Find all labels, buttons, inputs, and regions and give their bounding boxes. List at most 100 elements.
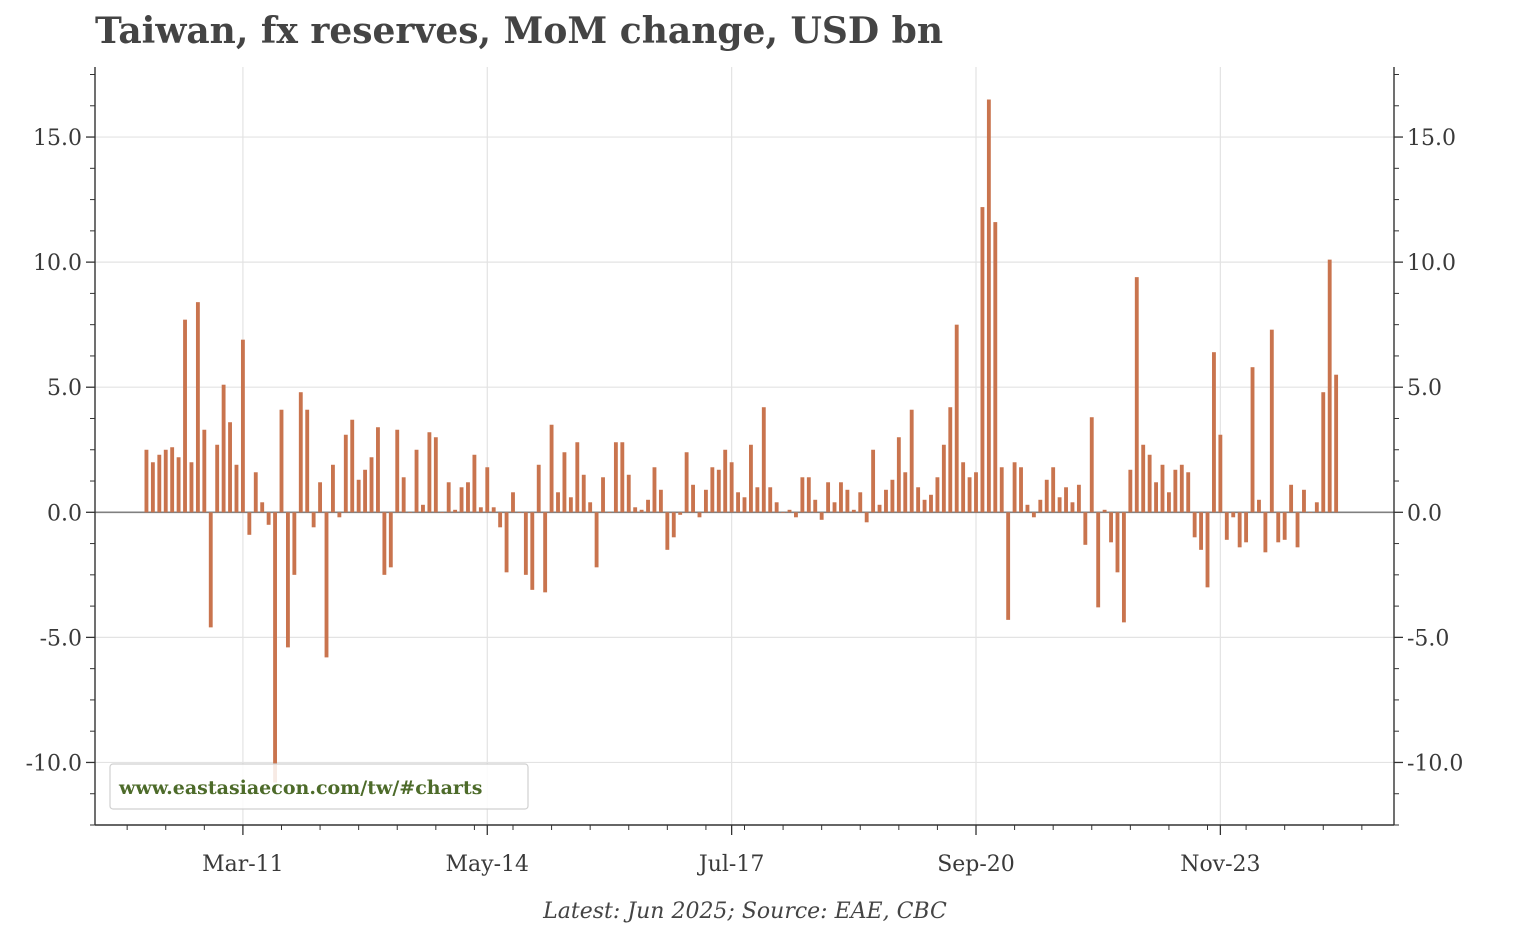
bar xyxy=(729,462,734,513)
bar xyxy=(491,507,496,513)
bar xyxy=(620,442,625,513)
bar xyxy=(453,509,458,513)
bar xyxy=(1025,504,1030,513)
bar xyxy=(896,437,901,513)
bar xyxy=(556,492,560,513)
bar xyxy=(1199,512,1204,550)
bar xyxy=(1314,502,1319,513)
bar xyxy=(813,499,818,513)
bar xyxy=(260,502,265,513)
bar xyxy=(1257,499,1261,513)
bar xyxy=(1070,502,1075,513)
bar xyxy=(485,467,490,513)
bar xyxy=(749,444,753,513)
bar xyxy=(311,512,316,528)
bar xyxy=(819,512,824,520)
bar xyxy=(228,422,232,513)
bar xyxy=(195,302,200,513)
bar xyxy=(202,429,207,513)
bar xyxy=(1244,512,1249,543)
bar xyxy=(343,434,348,513)
bar xyxy=(568,497,573,513)
bar xyxy=(877,504,882,513)
bar xyxy=(511,492,515,513)
bar xyxy=(954,324,959,513)
bar xyxy=(1224,512,1229,540)
bar xyxy=(909,409,914,513)
y-tick-label-right: 10.0 xyxy=(1407,251,1456,276)
y-tick-label-left: 10.0 xyxy=(33,251,82,276)
bar xyxy=(1076,484,1081,513)
y-tick-label-left: 0.0 xyxy=(47,501,82,526)
bar xyxy=(517,512,522,513)
bar xyxy=(1006,512,1011,620)
bar xyxy=(1334,374,1339,513)
bar xyxy=(723,449,728,513)
bar xyxy=(324,512,329,658)
bar xyxy=(980,207,985,513)
bar xyxy=(658,489,663,513)
bar xyxy=(974,472,978,513)
bar xyxy=(388,512,393,568)
bar xyxy=(710,467,715,513)
bar xyxy=(774,502,779,513)
y-tick-label-right: 5.0 xyxy=(1407,376,1442,401)
bar xyxy=(234,464,239,513)
bar xyxy=(1031,512,1036,518)
y-tick-label-right: -10.0 xyxy=(1407,751,1463,776)
y-tick-label-right: 15.0 xyxy=(1407,126,1456,151)
bar xyxy=(761,407,766,513)
bar xyxy=(189,462,194,513)
bar xyxy=(318,482,323,513)
bar xyxy=(851,509,856,513)
bar xyxy=(273,512,277,783)
bar xyxy=(1282,512,1287,540)
bar xyxy=(800,477,805,513)
bar xyxy=(1212,352,1216,513)
bar xyxy=(266,512,271,525)
bar xyxy=(150,462,155,513)
bar xyxy=(684,452,689,513)
bar xyxy=(742,497,747,513)
bar xyxy=(1327,259,1332,513)
bar xyxy=(1295,512,1300,548)
bar xyxy=(1057,497,1062,513)
bar xyxy=(543,512,548,593)
bar xyxy=(948,407,953,513)
bar xyxy=(794,512,798,518)
bar xyxy=(1321,392,1326,513)
bar xyxy=(916,487,921,513)
bar xyxy=(697,512,702,518)
bar xyxy=(157,454,162,513)
bar xyxy=(1121,512,1126,623)
bar xyxy=(183,319,187,513)
bar xyxy=(1269,329,1274,513)
bar xyxy=(1154,482,1158,513)
bar xyxy=(536,464,541,513)
y-tick-label-right: 0.0 xyxy=(1407,501,1442,526)
bar xyxy=(864,512,869,523)
x-tick-label: Sep-20 xyxy=(937,852,1015,877)
bar xyxy=(382,512,387,575)
bar xyxy=(1012,462,1017,513)
chart-title: Taiwan, fx reserves, MoM change, USD bn xyxy=(95,10,944,52)
bar xyxy=(665,512,670,550)
bar xyxy=(1096,512,1101,608)
watermark-url: www.eastasiaecon.com/tw/#charts xyxy=(118,777,482,799)
bar xyxy=(459,487,464,513)
bar xyxy=(755,487,760,513)
bar xyxy=(285,512,290,648)
bar xyxy=(1051,467,1056,513)
bar xyxy=(993,222,998,513)
bar xyxy=(986,99,991,513)
grid-lines xyxy=(95,67,1394,825)
bar xyxy=(1263,512,1268,553)
bar xyxy=(408,512,413,513)
bar xyxy=(1205,512,1210,588)
bar xyxy=(421,504,425,513)
bar xyxy=(703,489,708,513)
bar xyxy=(581,474,586,513)
bar xyxy=(1044,479,1049,513)
bar xyxy=(671,512,676,538)
bar xyxy=(1089,417,1094,513)
